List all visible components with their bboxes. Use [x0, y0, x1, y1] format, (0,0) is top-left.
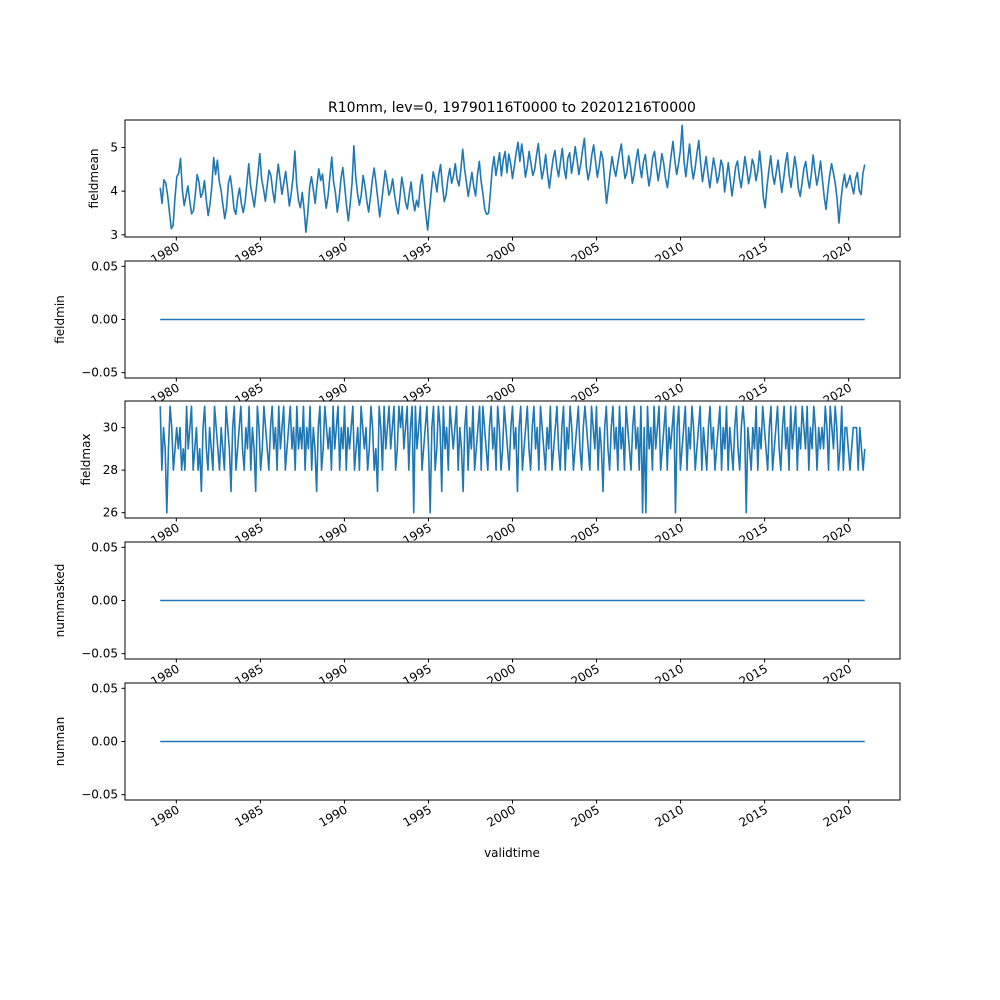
y-axis-label: numnan: [53, 717, 67, 766]
x-tick-label: 1990: [316, 802, 349, 829]
subplot-stack: 3 4 5 fieldmean 1980 1985 1990 1995 2000 2005 2010…: [53, 119, 901, 830]
y-tick-label: −0.05: [81, 788, 118, 802]
y-tick-label: 0.00: [91, 735, 118, 749]
x-tick-label: 2015: [737, 802, 770, 829]
y-tick-label: 5: [110, 141, 118, 155]
y-tick-label: −0.05: [81, 647, 118, 661]
series-line-fieldmean: [159, 124, 866, 233]
y-tick-label: 30: [103, 421, 118, 435]
y-axis-label: fieldmean: [87, 149, 101, 209]
y-tick-label: 0.05: [91, 540, 118, 554]
y-tick-label: 26: [103, 506, 118, 520]
y-axis-label: fieldmin: [53, 295, 67, 344]
chart-title: R10mm, lev=0, 19790116T0000 to 20201216T…: [328, 100, 696, 116]
y-tick-label: 28: [103, 463, 118, 477]
x-tick-label: 1985: [232, 802, 265, 829]
x-tick-label: 2010: [653, 802, 686, 829]
x-tick-label: 1995: [401, 802, 434, 829]
y-axis-label: nummasked: [53, 564, 67, 638]
y-axis-label: fieldmax: [79, 433, 93, 485]
subplot-numnan: −0.05 0.00 0.05 numnan 1980 1985 1990 1995 2000 2…: [53, 681, 901, 830]
x-tick-label: 2000: [485, 802, 518, 829]
y-tick-label: 3: [110, 228, 118, 242]
x-tick-label: 2005: [569, 802, 602, 829]
x-tick-label: 2020: [821, 802, 854, 829]
y-tick-label: 0.00: [91, 594, 118, 608]
x-axis-label: validtime: [484, 846, 540, 860]
y-tick-label: −0.05: [81, 366, 118, 380]
series-line-fieldmax: [159, 405, 866, 514]
y-tick-label: 0.05: [91, 259, 118, 273]
y-tick-label: 4: [110, 184, 118, 198]
x-tick-label: 1980: [148, 802, 181, 829]
y-tick-label: 0.05: [91, 681, 118, 695]
y-tick-label: 0.00: [91, 313, 118, 327]
